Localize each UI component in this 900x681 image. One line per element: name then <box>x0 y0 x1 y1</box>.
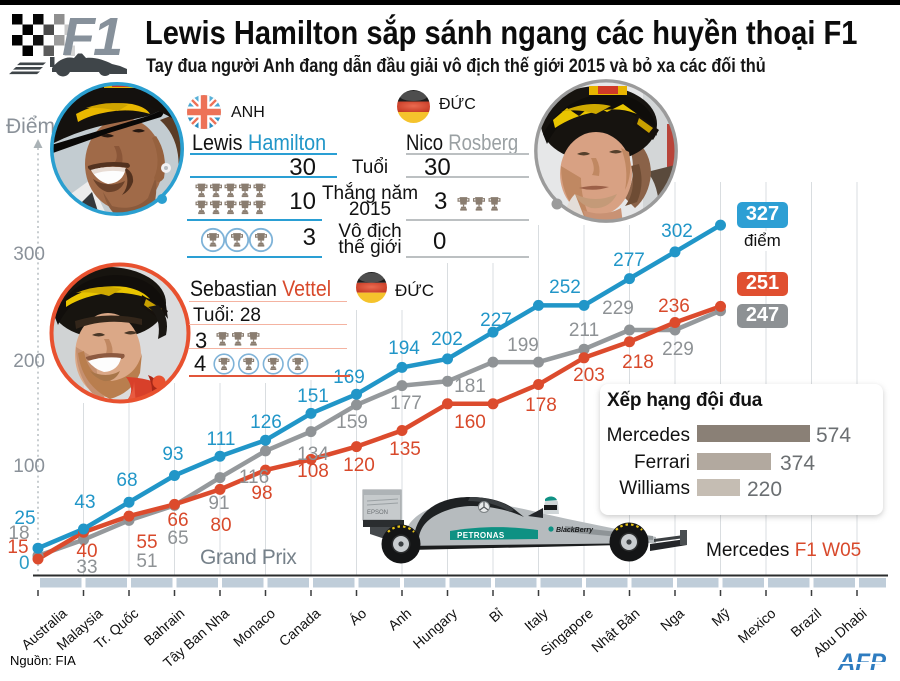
svg-text:PETRONAS: PETRONAS <box>457 531 505 540</box>
svg-text:F1: F1 <box>62 7 121 67</box>
svg-text:BlackBerry: BlackBerry <box>556 527 594 534</box>
svg-text:EPSON: EPSON <box>367 510 388 516</box>
